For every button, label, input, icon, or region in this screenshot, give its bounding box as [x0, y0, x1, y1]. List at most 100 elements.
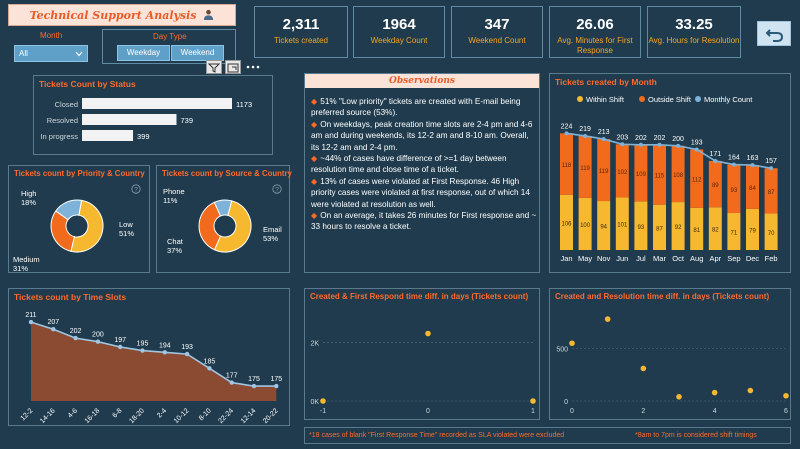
monthly-count-line — [566, 132, 772, 170]
monthly-count-label: 171 — [709, 151, 721, 158]
month-outside-shift-bar — [746, 165, 759, 209]
monthly-count-point — [731, 162, 736, 167]
month-outside-value-label: 108 — [673, 173, 684, 179]
monthly-count-label: 219 — [579, 126, 591, 133]
month-category-label: Jan — [560, 254, 572, 263]
kpi-value: 26.06 — [576, 16, 614, 33]
donut-slice — [198, 201, 222, 251]
month-outside-shift-bar — [653, 144, 666, 205]
kpi-value: 347 — [484, 16, 510, 33]
timeslot-value-label: 175 — [270, 376, 282, 383]
source-panel: Tickets count by Source & Country ? Emai… — [156, 165, 292, 273]
help-icon[interactable]: ? — [272, 184, 282, 194]
priority-panel-title: Tickets count by Priority & Country — [14, 169, 145, 178]
footnote-left: *18 cases of blank "First Response Time"… — [309, 432, 565, 439]
footnote-right: *8am to 7pm is considered shift timings — [635, 432, 757, 439]
month-stacked-chart: Within Shift Outside Shift Monthly Count 10… — [560, 95, 778, 263]
month-outside-value-label: 119 — [599, 169, 609, 175]
svg-text:?: ? — [134, 187, 138, 194]
month-category-label: Feb — [765, 254, 778, 263]
timeslot-point — [73, 335, 78, 341]
status-panel: Tickets Count by Status Closed 1173 Resolv… — [33, 75, 273, 155]
monthly-count-label: 213 — [598, 129, 610, 136]
timeslot-point — [162, 350, 167, 355]
scatter-point — [783, 392, 789, 399]
kpi-label: Tickets created — [274, 36, 328, 45]
month-outside-value-label: 112 — [692, 178, 702, 184]
month-category-label: Nov — [597, 254, 611, 263]
back-arrow-icon — [765, 29, 784, 42]
donut-label: Medium — [13, 255, 40, 264]
help-icon[interactable]: ? — [131, 184, 141, 194]
legend-marker — [695, 96, 701, 102]
chevron-down-icon — [75, 51, 83, 57]
month-dropdown-value: All — [19, 49, 28, 58]
x-tick-label: 0 — [426, 408, 430, 415]
month-within-value-label: 82 — [712, 228, 719, 234]
kpi-avg-resolution: 33.25 Avg. Hours for Resolution — [647, 6, 741, 58]
timeslot-value-label: 175 — [248, 376, 260, 383]
status-panel-title: Tickets Count by Status — [39, 79, 136, 89]
timeslot-value-label: 202 — [70, 328, 82, 335]
legend-marker — [577, 96, 583, 102]
month-slicer-label: Month — [40, 31, 63, 40]
month-within-value-label: 93 — [638, 225, 645, 231]
y-tick-label: 2K — [310, 340, 319, 347]
filter-button[interactable] — [206, 60, 222, 74]
month-outside-shift-bar — [615, 144, 629, 198]
observations-list: ◆ 51% "Low priority" tickets are created … — [311, 96, 537, 233]
timeslot-value-label: 195 — [137, 341, 149, 348]
kpi-avg-first-response: 26.06 Avg. Minutes for First Response — [549, 6, 641, 58]
resolution-panel-title: Created and Resolution time diff. in day… — [555, 292, 770, 301]
focus-mode-button[interactable] — [225, 60, 241, 74]
timeslot-area-chart: 211 12-2 207 14-16 202 4-6 200 16-18 197 6-8 195 18… — [20, 312, 283, 425]
month-outside-shift-bar — [708, 160, 722, 208]
kpi-label: Weekday Count — [370, 36, 428, 45]
monthly-count-label: 164 — [728, 155, 740, 162]
timeslot-value-label: 211 — [25, 312, 36, 319]
monthly-count-point — [601, 137, 606, 142]
timeslot-category-label: 22-24 — [218, 407, 236, 425]
donut-label: Low — [119, 220, 133, 229]
observation-item: ◆ On weekdays, peak creation time slots a… — [311, 119, 533, 152]
month-outside-value-label: 119 — [580, 166, 590, 172]
status-chart: Closed 1173 Resolved 739 In progress 399 — [40, 98, 252, 141]
status-value-label: 739 — [181, 116, 194, 125]
observation-item: ◆ 13% of cases were violated at First Res… — [311, 176, 530, 209]
observation-item: ◆ On an average, it takes 26 minutes for … — [311, 211, 537, 232]
timeslot-value-label: 197 — [114, 337, 126, 344]
kpi-label: Weekend Count — [468, 36, 526, 45]
monthly-count-label: 224 — [561, 123, 573, 130]
monthly-count-point — [657, 142, 662, 147]
more-options-button[interactable] — [244, 60, 262, 74]
month-outside-value-label: 93 — [731, 188, 738, 194]
legend-label: Outside Shift — [648, 95, 692, 104]
timeslot-point — [95, 339, 101, 344]
timeslot-point — [274, 383, 279, 389]
month-category-label: Aug — [690, 254, 703, 263]
timeslot-value-label: 200 — [92, 332, 104, 339]
x-tick-label: -1 — [320, 408, 326, 415]
kpi-value: 2,311 — [282, 16, 320, 33]
monthly-count-point — [750, 163, 755, 168]
observation-item: ◆ ~44% of cases have difference of >=1 da… — [311, 154, 507, 175]
timeslot-value-label: 194 — [159, 342, 171, 349]
timeslot-category-label: 12-14 — [240, 407, 258, 425]
donut-slice — [70, 199, 104, 253]
daytype-weekend-button[interactable]: Weekend — [171, 45, 224, 61]
back-button[interactable] — [757, 21, 791, 46]
month-category-label: Oct — [672, 254, 685, 263]
daytype-slicer-label: Day Type — [153, 32, 187, 41]
daytype-weekday-button[interactable]: Weekday — [117, 45, 170, 61]
month-within-shift-bar — [671, 202, 685, 250]
month-category-label: May — [578, 254, 592, 263]
month-within-shift-bar — [690, 207, 704, 250]
month-dropdown[interactable]: All — [14, 45, 88, 62]
y-tick-label: 500 — [556, 347, 568, 354]
month-outside-value-label: 118 — [562, 163, 572, 169]
observations-title: Observations — [389, 76, 455, 86]
month-panel: Tickets created by Month Within Shift Out… — [549, 73, 791, 273]
month-within-value-label: 100 — [580, 223, 591, 229]
legend-marker — [639, 96, 645, 102]
